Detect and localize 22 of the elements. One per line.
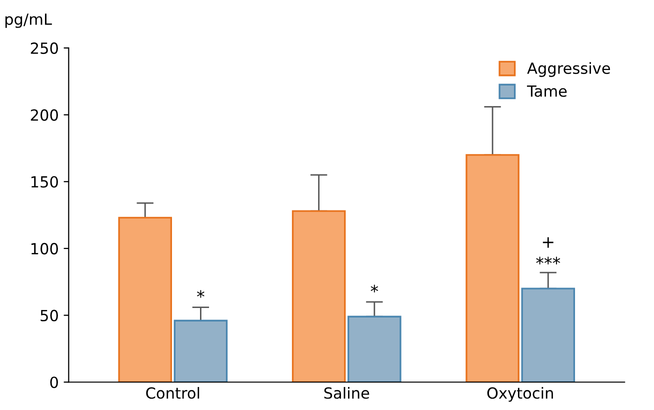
y-tick-label: 250: [30, 42, 58, 54]
bar: [174, 320, 228, 382]
y-tick-label: 0: [50, 376, 58, 388]
x-tick-label: Control: [146, 386, 200, 399]
y-tick-label: 100: [31, 242, 58, 254]
annotation: ***: [536, 256, 560, 264]
annotation: *: [197, 290, 204, 298]
annotation: +: [542, 237, 554, 248]
x-tick-label: Oxytocin: [487, 386, 553, 402]
bar: [118, 216, 172, 382]
bar: [466, 154, 520, 382]
y-axis-title: pg/mL: [5, 14, 52, 28]
bar: [292, 210, 346, 382]
x-tick-label: Saline: [324, 386, 370, 399]
y-tick-label: 200: [30, 109, 58, 121]
legend-label: Aggressive: [527, 62, 610, 77]
annotation: *: [370, 284, 378, 292]
y-tick-label: 50: [40, 310, 58, 322]
bar: [348, 316, 402, 382]
legend-label: Tame: [526, 86, 567, 97]
y-tick-label: 150: [31, 176, 58, 188]
bar: [521, 288, 576, 382]
